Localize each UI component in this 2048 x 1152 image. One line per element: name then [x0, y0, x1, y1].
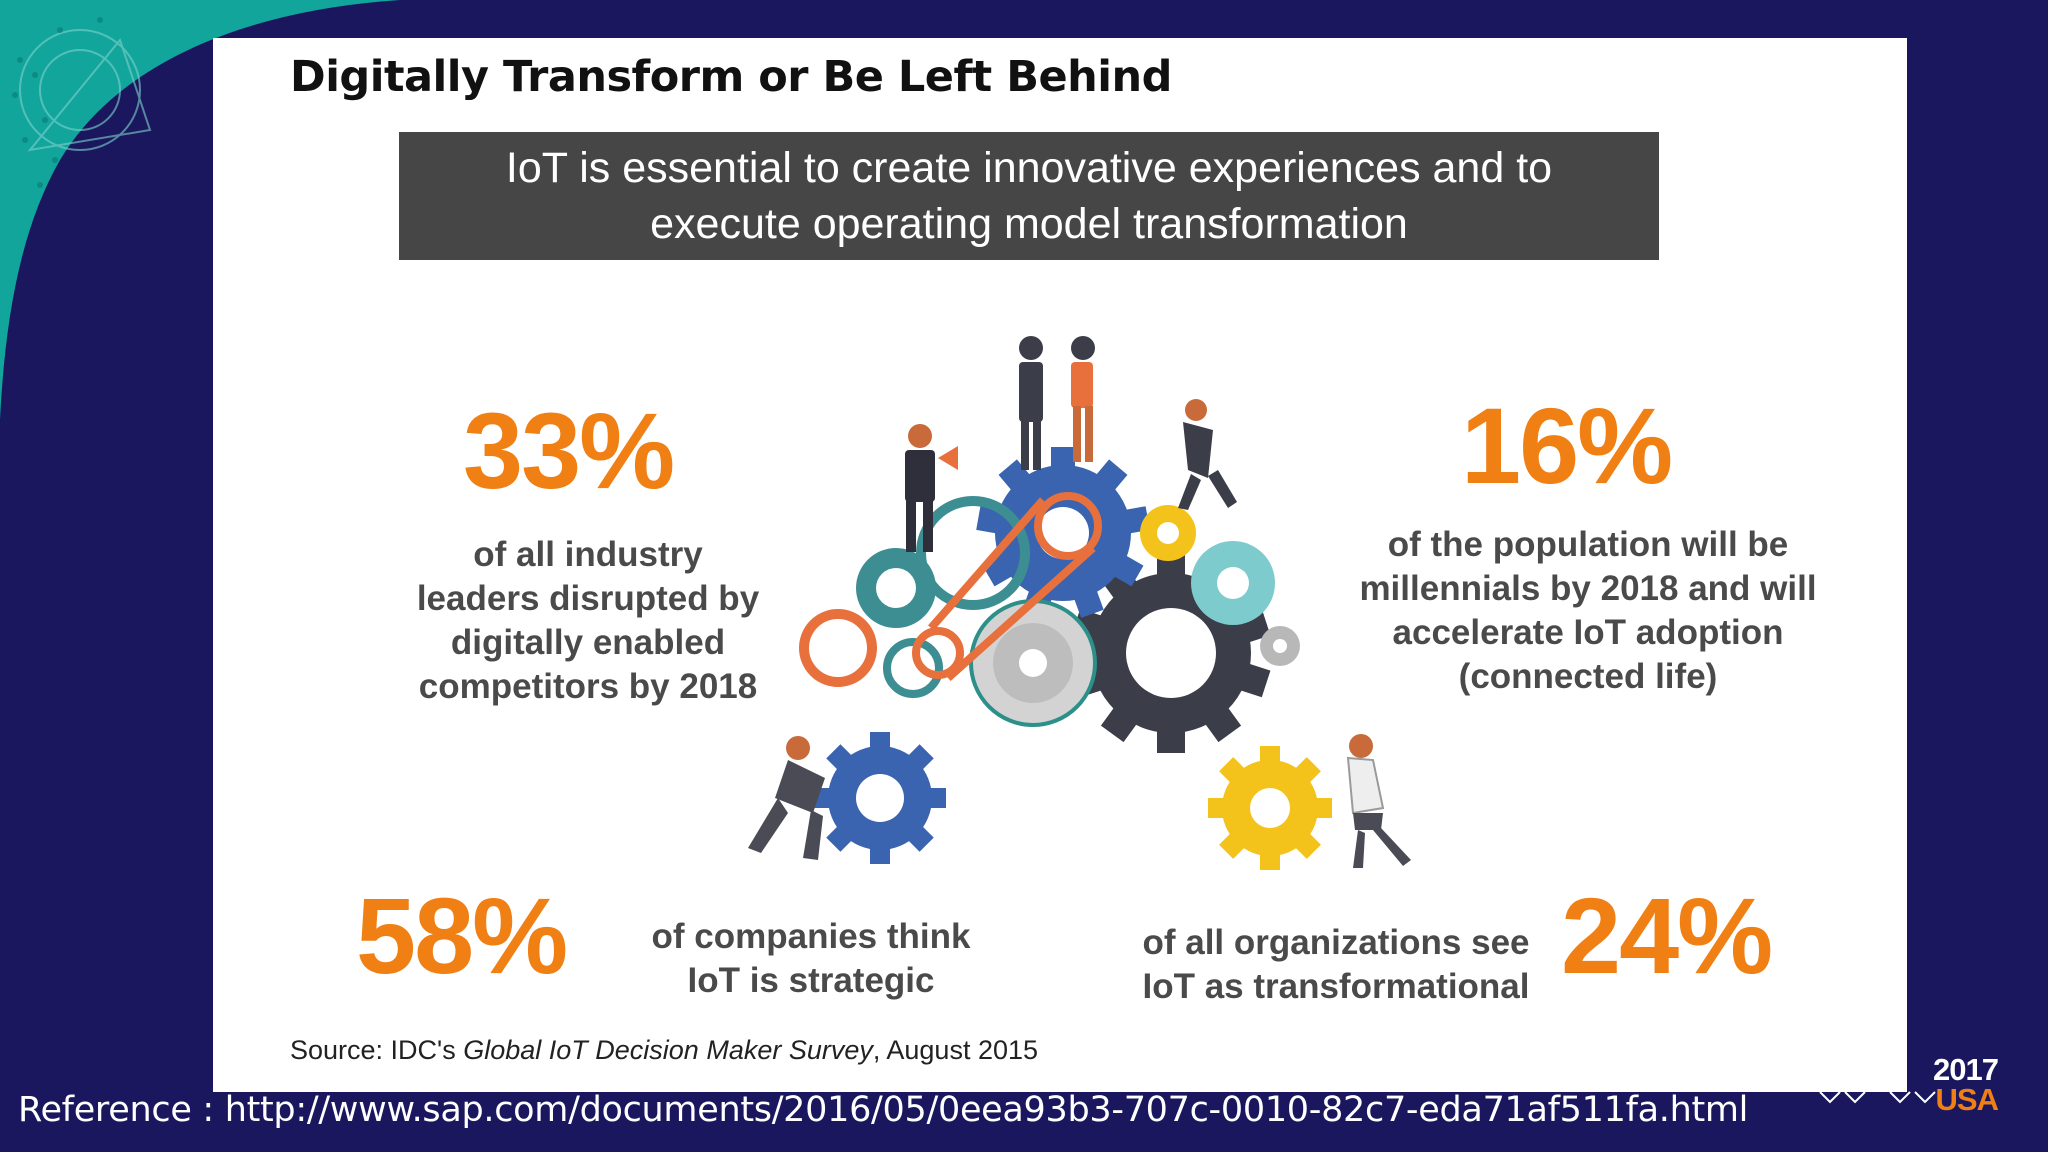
- stat-58-value: 58%: [356, 875, 568, 996]
- logo-year: 2017: [1933, 1052, 1999, 1087]
- stat-33-description: of all industry leaders disrupted by dig…: [363, 533, 813, 709]
- reference-link[interactable]: Reference : http://www.sap.com/documents…: [18, 1090, 1749, 1130]
- source-suffix: , August 2015: [872, 1035, 1039, 1065]
- stat-24-line: of all organizations see: [1142, 923, 1530, 962]
- slide-card: Digitally Transform or Be Left Behind Io…: [213, 38, 1907, 1092]
- stat-16-line: of the population will be: [1387, 525, 1789, 564]
- teal-outline-gear-icon: [916, 496, 1030, 610]
- people-handshake-icon: [1019, 336, 1095, 470]
- light-teal-gear-icon: [1191, 541, 1275, 625]
- bottom-yellow-gear-icon: [1208, 746, 1332, 870]
- stat-33-line: leaders disrupted by: [416, 579, 760, 618]
- stat-24-description: of all organizations see IoT as transfor…: [1111, 921, 1561, 1009]
- grey-gear-icon: [969, 599, 1097, 727]
- orange-gear-icon: [799, 609, 877, 687]
- source-survey-title: Global IoT Decision Maker Survey: [463, 1035, 873, 1065]
- person-megaphone-icon: [905, 424, 958, 552]
- stat-33-line: of all industry: [473, 535, 703, 574]
- logo-country: USA: [1935, 1082, 1999, 1117]
- banner-line-1: IoT is essential to create innovative ex…: [505, 144, 1553, 192]
- teal-gear-icon: [856, 548, 936, 628]
- stat-33-line: competitors by 2018: [418, 667, 758, 706]
- stat-33-value: 33%: [463, 390, 675, 511]
- headline-banner: IoT is essential to create innovative ex…: [399, 132, 1659, 260]
- stat-16-description: of the population will be millennials by…: [1333, 523, 1843, 699]
- stat-58-line: IoT is strategic: [687, 961, 935, 1000]
- person-pushing-left-icon: [748, 736, 825, 860]
- small-teal-gear-icon: [883, 638, 943, 698]
- stat-24-line: IoT as transformational: [1142, 967, 1530, 1006]
- stat-16-line: (connected life): [1458, 657, 1718, 696]
- event-logo-icon: [1819, 1091, 1936, 1104]
- belt-icon: [912, 492, 1102, 681]
- stat-33-line: digitally enabled: [450, 623, 726, 662]
- source-citation: Source: IDC's Global IoT Decision Maker …: [290, 1035, 1038, 1066]
- bottom-blue-gear-icon: [814, 732, 946, 864]
- stat-16-line: accelerate IoT adoption: [1392, 613, 1784, 652]
- person-climbing-icon: [1178, 399, 1237, 510]
- small-grey-gear-icon: [1260, 626, 1300, 666]
- slide-title: Digitally Transform or Be Left Behind: [290, 52, 1172, 102]
- source-prefix: Source: IDC's: [290, 1035, 464, 1065]
- stat-16-value: 16%: [1461, 385, 1673, 506]
- stat-58-line: of companies think: [651, 917, 971, 956]
- yellow-small-gear-icon: [1140, 505, 1196, 561]
- stat-16-line: millennials by 2018 and will: [1359, 569, 1817, 608]
- banner-line-2: execute operating model transformation: [650, 200, 1408, 248]
- stat-24-value: 24%: [1561, 875, 1773, 996]
- stat-58-description: of companies think IoT is strategic: [611, 915, 1011, 1003]
- gears-people-illustration: [748, 336, 1411, 870]
- person-pushing-right-icon: [1346, 734, 1411, 868]
